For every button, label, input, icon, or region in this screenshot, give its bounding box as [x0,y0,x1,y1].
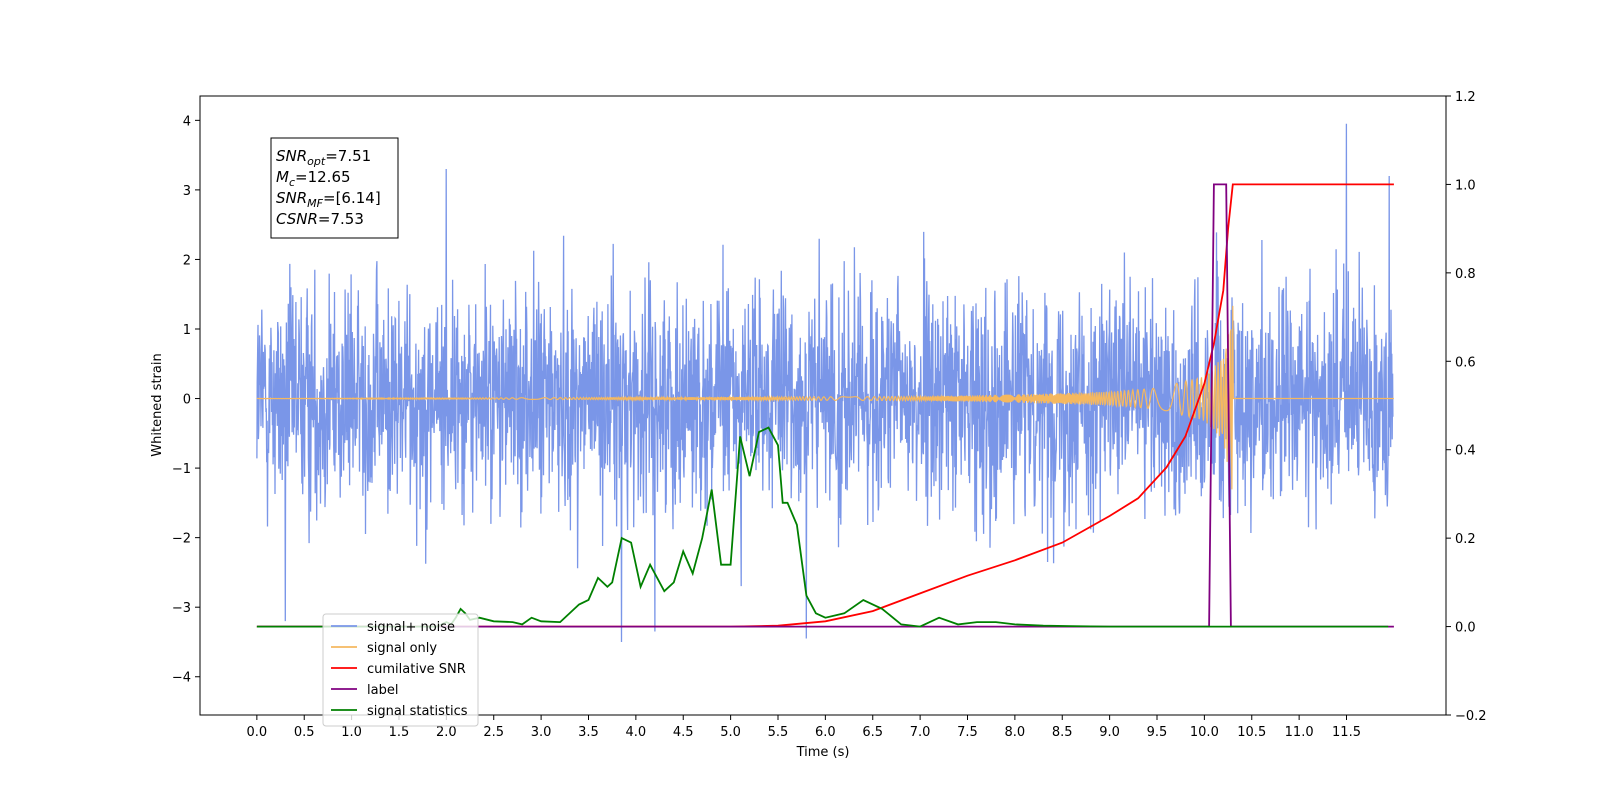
legend-label: signal statistics [367,704,468,719]
legend-label: cumilative SNR [367,662,466,677]
x-tick-label: 4.0 [626,725,647,740]
x-tick-label: 9.0 [1099,725,1120,740]
plot-frame [199,95,1447,716]
x-tick-label: 1.0 [341,725,362,740]
x-tick-label: 1.5 [389,725,410,740]
annotation-frame [270,137,399,239]
annotation-line: Mc=12.65 [276,168,351,189]
legend-label: signal only [367,641,437,656]
annotation-line: SNRopt=7.51 [276,147,371,168]
y-left-tick-label: −4 [172,671,191,686]
y-right-tick-label: 0.2 [1455,532,1476,547]
legend: signal+ noise signal only cumilative SNR la… [322,613,479,727]
y-left-tick-label: 4 [183,114,191,129]
x-tick-label: 6.0 [815,725,836,740]
x-tick-label: 5.5 [768,725,789,740]
annotation-line: CSNR=7.53 [276,210,364,228]
x-tick-label: 8.5 [1052,725,1073,740]
x-tick-label: 9.5 [1147,725,1168,740]
y-axis-label: Whitened strain [150,353,165,456]
y-right-tick-label: 0.4 [1455,444,1476,459]
x-tick-label: 2.0 [436,725,457,740]
legend-label: label [367,683,398,698]
x-tick-label: 10.0 [1190,725,1219,740]
series-cumulative-snr [256,183,1394,628]
x-tick-label: 3.0 [531,725,552,740]
x-tick-label: 10.5 [1237,725,1266,740]
legend-label: signal+ noise [367,620,455,635]
annotation-line: SNRMF=[6.14] [276,189,381,210]
x-tick-label: 5.0 [720,725,741,740]
x-tick-label: 11.0 [1285,725,1314,740]
axes: 0.0 0.5 1.0 1.5 2.0 2.5 3.0 3.5 4.0 4.5 5.0 5.5 6.0 6… [172,90,1487,740]
x-tick-label: 11.5 [1332,725,1361,740]
y-right-tick-label: 1.0 [1455,178,1476,193]
series-signal-noise [256,123,1394,643]
y-right-tick-label: 0.8 [1455,267,1476,282]
x-tick-label: 0.0 [247,725,268,740]
x-tick-label: 8.0 [1005,725,1026,740]
x-tick-label: 7.0 [910,725,931,740]
series-signal-only [256,305,1394,490]
series-signal-statistics [256,426,1389,628]
x-axis-label: Time (s) [796,745,850,760]
x-tick-label: 6.5 [862,725,883,740]
y-right-tick-label: −0.2 [1455,709,1487,724]
legend-frame [322,613,479,727]
x-tick-label: 0.5 [294,725,315,740]
x-tick-label: 7.5 [957,725,978,740]
y-right-tick-label: 1.2 [1455,90,1476,105]
y-left-tick-label: −2 [172,532,191,547]
y-left-tick-label: −1 [172,462,191,477]
y-left-tick-label: −3 [172,601,191,616]
y-right-tick-label: 0.0 [1455,621,1476,636]
y-left-tick-label: 0 [183,393,191,408]
y-left-tick-label: 1 [183,323,191,338]
y-left-tick-label: 3 [183,184,191,199]
plot-area [256,123,1394,643]
y-left-tick-label: 2 [183,253,191,268]
x-tick-label: 2.5 [483,725,504,740]
y-right-tick-label: 0.6 [1455,355,1476,370]
x-tick-label: 4.5 [673,725,694,740]
x-tick-label: 3.5 [578,725,599,740]
